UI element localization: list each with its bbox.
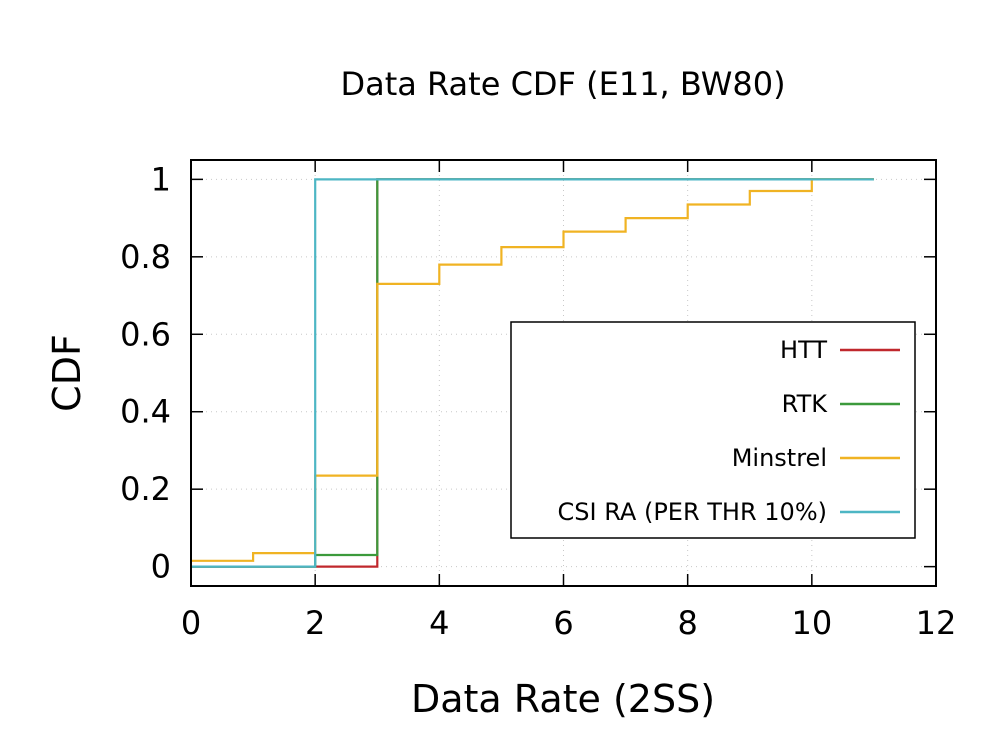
legend: HTT RTK Minstrel CSI RA (PER THR 10%) xyxy=(510,321,916,539)
y-tick-label: 0.2 xyxy=(120,470,171,508)
x-tick-label: 6 xyxy=(553,604,573,642)
y-tick-label: 1 xyxy=(151,160,171,198)
y-tick-label: 0 xyxy=(151,548,171,586)
legend-box xyxy=(510,321,916,539)
x-tick-label: 10 xyxy=(791,604,832,642)
y-tick-label: 0.8 xyxy=(120,238,171,276)
x-tick-label: 8 xyxy=(677,604,697,642)
tick-labels: 0 2 4 6 8 10 12 0 0.2 0.4 0.6 0.8 1 xyxy=(120,160,956,642)
legend-label-csi-ra-per-thr-10: CSI RA (PER THR 10%) xyxy=(558,498,827,526)
y-tick-label: 0.4 xyxy=(120,393,171,431)
series-line-csi-ra-per-thr-10 xyxy=(191,178,874,568)
plot-area-frame xyxy=(190,159,937,587)
legend-label-minstrel: Minstrel xyxy=(732,444,827,472)
series-lines xyxy=(191,178,874,568)
legend-label-htt: HTT xyxy=(780,336,827,364)
x-tick-label: 2 xyxy=(305,604,325,642)
x-tick-label: 12 xyxy=(916,604,957,642)
x-tick-label: 4 xyxy=(429,604,449,642)
chart-title: Data Rate CDF (E11, BW80) xyxy=(340,65,785,103)
y-axis-label: CDF xyxy=(45,334,89,412)
y-tick-label: 0.6 xyxy=(120,315,171,353)
legend-label-rtk: RTK xyxy=(782,390,829,418)
x-axis-label: Data Rate (2SS) xyxy=(411,677,715,721)
x-tick-label: 0 xyxy=(181,604,201,642)
